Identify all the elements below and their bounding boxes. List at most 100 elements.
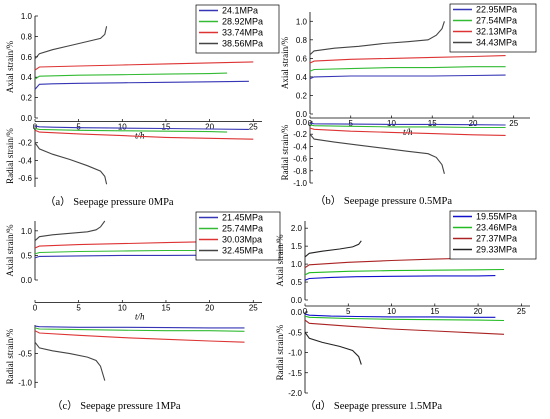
legend-label: 25.74MPa xyxy=(222,224,263,234)
axial-series-line-2 xyxy=(309,66,506,72)
x-tick-label: 20 xyxy=(205,123,214,132)
legend-box xyxy=(449,210,537,260)
axial-y-axis-title: Axial strain/% xyxy=(280,36,290,89)
axial-y-tick-label: 1.0 xyxy=(296,17,308,26)
radial-y-tick-label: 0.0 xyxy=(291,308,303,317)
legend-label: 33.74MPa xyxy=(222,28,263,38)
legend-label: 34.43MPa xyxy=(476,38,517,48)
radial-series-line-1 xyxy=(34,325,245,329)
axial-series-line-3 xyxy=(309,55,506,64)
axial-series-line-1 xyxy=(309,74,506,80)
radial-series-line-2 xyxy=(34,327,245,332)
radial-series-line-3 xyxy=(34,129,254,140)
radial-series-line-2 xyxy=(309,124,506,129)
axial-y-tick-label: 0.0 xyxy=(296,110,308,119)
legend-label: 19.55MPa xyxy=(476,212,517,222)
radial-y-axis-title: Radial strain/% xyxy=(275,324,285,380)
radial-series-line-4 xyxy=(304,331,362,365)
radial-y-tick-label: -1.5 xyxy=(288,369,302,378)
axial-y-tick-label: 0.0 xyxy=(21,276,33,285)
radial-y-tick-label: 0.0 xyxy=(296,118,308,127)
axial-series-line-1 xyxy=(304,275,496,281)
panel-d: 0 5 10 15 20 25 0.0 0.5 1.0 1.5 2.0 -2.0 -1.5 -1.0 -0.… xyxy=(275,210,537,412)
legend-label: 22.95MPa xyxy=(476,5,517,15)
radial-y-tick-label: -0.4 xyxy=(293,142,307,151)
axial-series-line-4 xyxy=(34,26,108,60)
axial-y-axis-title: Axial strain/% xyxy=(5,224,15,277)
axial-y-tick-label: 0.4 xyxy=(296,73,308,82)
x-tick-label: 10 xyxy=(118,304,127,313)
axial-series-line-4 xyxy=(309,21,445,56)
axial-y-tick-label: 0.0 xyxy=(291,296,303,305)
x-tick-label: 15 xyxy=(162,304,171,313)
panel-a: 0 5 10 15 20 25 t/h 0.0 0.2 0.4 0.6 0.8 1.0 -0.6 -0.4 -… xyxy=(5,4,280,208)
legend-box xyxy=(195,211,281,261)
axial-y-tick-label: 0.5 xyxy=(291,278,303,287)
axial-y-tick-label: 0.2 xyxy=(21,94,33,103)
axial-y-tick-label: 0.4 xyxy=(21,73,33,82)
radial-y-axis-title: Radial strain/% xyxy=(280,124,290,180)
radial-y-tick-label: -0.5 xyxy=(288,328,302,337)
axial-y-tick-label: 0.6 xyxy=(296,54,308,63)
x-tick-label: 25 xyxy=(509,119,518,128)
legend-label: 38.56MPa xyxy=(222,39,263,49)
axial-y-tick-label: 0.5 xyxy=(21,251,33,260)
radial-series-line-1 xyxy=(304,313,496,318)
x-tick-label: 25 xyxy=(249,123,258,132)
radial-y-tick-label: -0.6 xyxy=(18,174,32,183)
panel-caption: （a） Seepage pressure 0MPa xyxy=(45,196,174,208)
axial-series-line-2 xyxy=(304,268,505,276)
axial-y-tick-label: 0.2 xyxy=(296,91,308,100)
axial-y-axis-title: Axial strain/% xyxy=(5,40,15,93)
x-axis-title: t/h xyxy=(135,312,145,322)
radial-series-line-3 xyxy=(309,127,506,136)
x-tick-label: 5 xyxy=(76,304,81,313)
axial-y-axis-title: Axial strain/% xyxy=(275,234,285,287)
x-tick-label: 25 xyxy=(249,304,258,313)
panel-c: 0 5 10 15 20 25 t/h 0.0 0.5 1.0 -1.0 -0.5 Axial stra… xyxy=(5,211,281,412)
x-tick-label: 20 xyxy=(469,119,478,128)
axial-y-tick-label: 1.0 xyxy=(21,12,33,21)
axial-y-tick-label: 0.0 xyxy=(21,114,33,123)
axial-y-tick-label: 1.0 xyxy=(21,227,33,236)
panel-caption: （d） Seepage pressure 1.5MPa xyxy=(305,400,442,412)
radial-y-tick-label: -0.2 xyxy=(293,130,307,139)
legend-label: 32.13MPa xyxy=(476,27,517,37)
x-axis-title: t/h xyxy=(135,131,145,141)
radial-series-line-2 xyxy=(34,127,228,133)
radial-y-tick-label: -1.0 xyxy=(18,378,32,387)
x-tick-label: 0 xyxy=(303,307,308,316)
radial-series-line-3 xyxy=(34,330,245,343)
radial-y-axis-title: Radial strain/% xyxy=(5,128,15,184)
legend-label: 24.1MPa xyxy=(222,6,258,16)
legend-label: 32.45MPa xyxy=(222,246,263,256)
x-tick-label: 15 xyxy=(162,123,171,132)
axial-series-line-4 xyxy=(304,240,362,258)
x-tick-label: 20 xyxy=(205,304,214,313)
radial-y-tick-label: -1.0 xyxy=(293,179,307,188)
radial-series-line-2 xyxy=(304,315,505,322)
axial-y-tick-label: 0.6 xyxy=(21,53,33,62)
radial-y-tick-label: -0.5 xyxy=(18,350,32,359)
radial-series-line-1 xyxy=(34,125,249,130)
radial-y-tick-label: -1.0 xyxy=(288,349,302,358)
panel-caption: （b） Seepage pressure 0.5MPa xyxy=(315,195,452,207)
axial-series-line-2 xyxy=(34,72,228,80)
radial-y-tick-label: -0.8 xyxy=(293,167,307,176)
legend-box xyxy=(195,4,280,54)
axial-y-tick-label: 2.0 xyxy=(291,224,303,233)
radial-series-line-4 xyxy=(34,142,108,185)
legend-label: 27.54MPa xyxy=(476,16,517,26)
x-tick-label: 5 xyxy=(346,307,351,316)
x-tick-label: 10 xyxy=(118,123,127,132)
x-tick-label: 10 xyxy=(387,119,396,128)
x-tick-label: 15 xyxy=(430,307,439,316)
panel-b: 0 5 10 15 20 25t/h0.00.20.40.60.81.0-1.0-0.8-… xyxy=(280,3,537,207)
legend-label: 27.37MPa xyxy=(476,234,517,244)
radial-y-tick-label: -0.6 xyxy=(293,155,307,164)
radial-series-line-4 xyxy=(309,133,445,174)
radial-y-tick-label: -0.4 xyxy=(18,156,32,165)
legend-label: 30.03Mpa xyxy=(222,235,262,245)
